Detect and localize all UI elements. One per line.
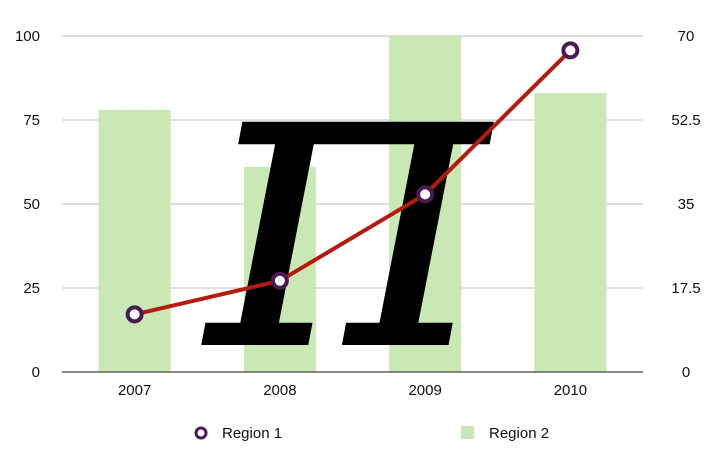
legend-marker-region-1	[194, 426, 208, 440]
bar	[534, 93, 607, 373]
line-point	[125, 305, 144, 324]
left-axis-ticks: 0 25 50 75 100	[15, 28, 40, 381]
legend-label-region-2: Region 2	[489, 425, 549, 442]
left-tick-label: 100	[15, 28, 40, 45]
bar	[243, 167, 316, 372]
series-line	[132, 48, 573, 317]
right-tick-label: 0	[682, 364, 690, 381]
legend-marker-region-2	[461, 426, 474, 439]
x-tick-label: 2008	[263, 382, 296, 399]
bar	[98, 109, 171, 373]
left-tick-label: 50	[23, 196, 40, 213]
right-tick-label: 17.5	[671, 280, 700, 297]
right-tick-label: 70	[678, 28, 695, 45]
left-tick-label: 0	[32, 364, 40, 381]
line-point	[270, 271, 289, 290]
pi-symbol: π	[198, 0, 494, 447]
left-tick-label: 25	[23, 280, 40, 297]
line-point	[416, 185, 435, 204]
x-tick-label: 2007	[118, 382, 151, 399]
x-tick-label: 2009	[408, 382, 441, 399]
right-tick-label: 52.5	[671, 112, 700, 129]
x-tick-label: 2010	[554, 382, 587, 399]
legend-label-region-1: Region 1	[222, 425, 282, 442]
right-axis-ticks: 0 17.5 35 52.5 70	[671, 28, 700, 381]
right-tick-label: 35	[678, 196, 695, 213]
bars-region-2	[98, 36, 607, 373]
line-point	[561, 41, 580, 60]
legend: Region 1 Region 2	[194, 425, 549, 442]
x-axis-ticks: 2007 2008 2009 2010	[118, 382, 587, 399]
line-region-1	[125, 41, 580, 324]
left-tick-label: 75	[23, 112, 40, 129]
bar	[389, 36, 462, 372]
